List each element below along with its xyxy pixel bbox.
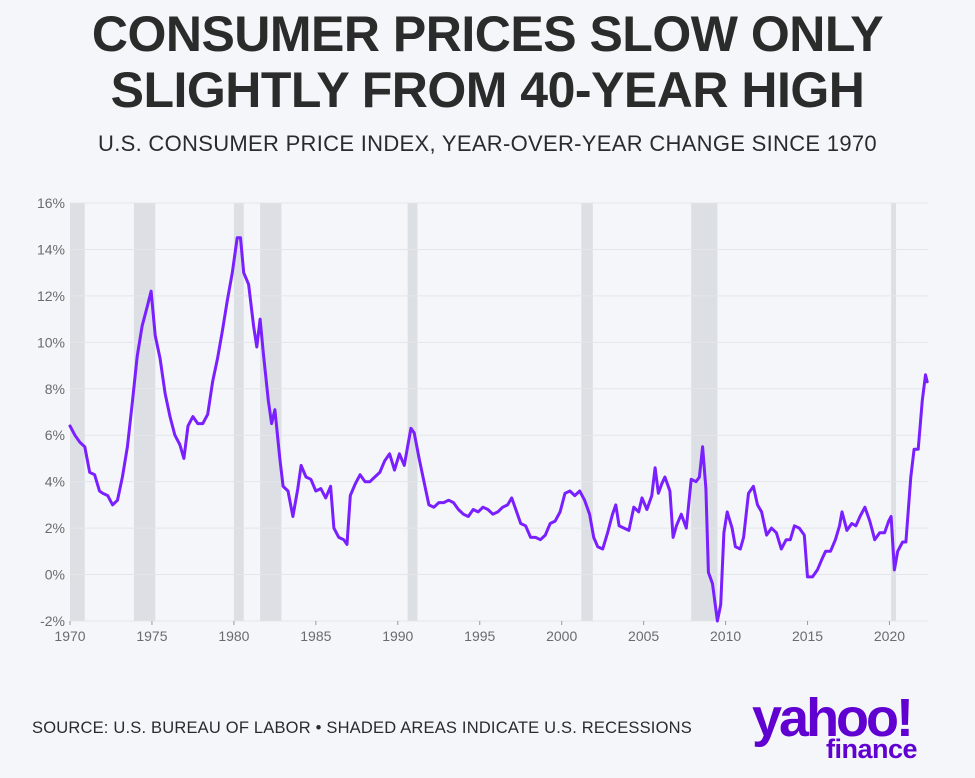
x-tick-label: 2020: [874, 628, 905, 644]
recession-band: [691, 203, 718, 621]
y-tick-label: -2%: [40, 613, 65, 629]
y-tick-label: 16%: [37, 195, 65, 211]
recession-band: [133, 203, 156, 621]
y-tick-label: 0%: [45, 567, 65, 583]
cpi-series-line: [68, 236, 929, 623]
x-axis-ticks: 1970 1975 1980 1985 1990 1995 2000 2005 2010 2015…: [54, 621, 905, 644]
yahoo-finance-logo: yahoo! finance: [752, 690, 952, 770]
recession-band: [891, 203, 897, 621]
y-tick-label: 14%: [37, 241, 65, 257]
source-note: SOURCE: U.S. BUREAU OF LABOR • SHADED AR…: [32, 719, 692, 737]
y-tick-label: 8%: [45, 381, 65, 397]
y-tick-label: 12%: [37, 288, 65, 304]
x-tick-label: 2005: [628, 628, 659, 644]
x-tick-label: 1975: [136, 628, 167, 644]
x-tick-label: 1995: [464, 628, 495, 644]
x-tick-label: 1980: [218, 628, 249, 644]
x-tick-label: 2015: [792, 628, 823, 644]
recession-band: [407, 203, 418, 621]
y-tick-label: 6%: [45, 427, 65, 443]
logo-subtext: finance: [826, 734, 918, 764]
x-tick-label: 1970: [54, 628, 85, 644]
gridlines: [70, 202, 928, 622]
y-axis-ticks: -2% 0% 2% 4% 6% 8% 10% 12% 14% 16%: [37, 195, 65, 629]
chart-title: CONSUMER PRICES SLOW ONLY SLIGHTLY FROM …: [91, 6, 884, 118]
cpi-line-chart: -2%0%2%4%6%8%10%12%14%16% 1970 1975 1980 19…: [37, 195, 929, 644]
x-tick-label: 1990: [382, 628, 413, 644]
recession-band: [581, 203, 593, 621]
recession-band: [70, 203, 85, 621]
x-tick-label: 2010: [710, 628, 741, 644]
chart-subtitle: U.S. CONSUMER PRICE INDEX, YEAR-OVER-YEA…: [98, 131, 877, 156]
recession-band: [233, 203, 244, 621]
y-tick-label: 2%: [45, 520, 65, 536]
logo-wordmark: yahoo!: [752, 688, 914, 748]
x-tick-label: 1985: [300, 628, 331, 644]
y-tick-label: 4%: [45, 474, 65, 490]
recession-shading: [70, 203, 897, 621]
series-layer: [68, 236, 929, 623]
x-tick-label: 2000: [546, 628, 577, 644]
y-tick-label: 10%: [37, 334, 65, 350]
